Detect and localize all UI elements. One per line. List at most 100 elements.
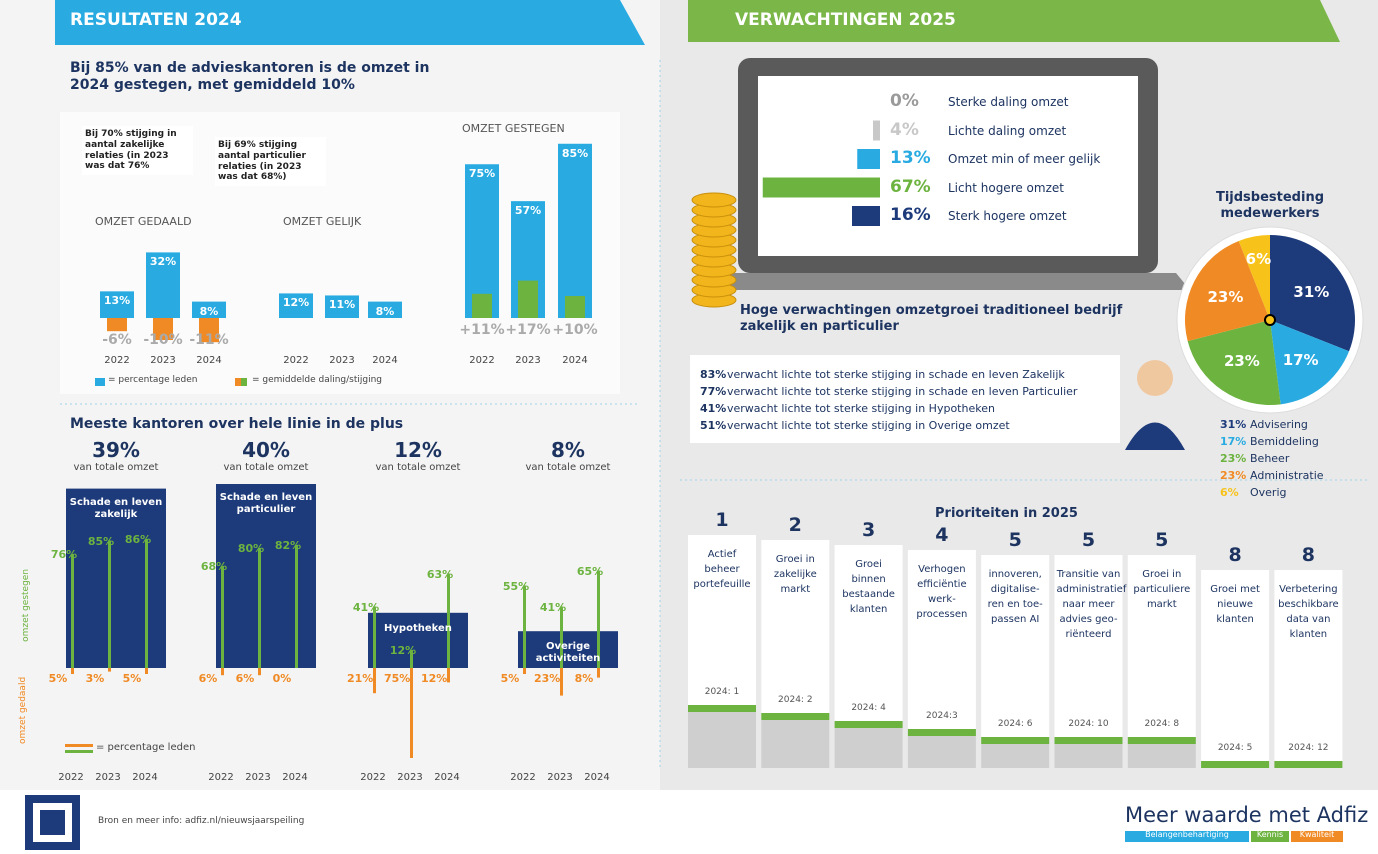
up-label: 65% — [575, 565, 605, 578]
legend-value: 6% — [1220, 486, 1239, 499]
change-label: +17% — [504, 322, 552, 339]
down-label: 23% — [534, 672, 560, 685]
coins — [692, 193, 736, 307]
priority-base — [981, 744, 1049, 768]
priority-prev: 2024: 1 — [688, 687, 756, 698]
priority-step — [688, 705, 756, 712]
down-label: 8% — [571, 672, 597, 685]
section-header: VERWACHTINGEN 2025 — [735, 10, 956, 30]
priority-text: Verhogen efficiëntie werk-processen — [910, 562, 974, 622]
stat-pct: 83% — [700, 368, 726, 381]
legend-name: Administratie — [1250, 469, 1324, 482]
share-text: van totale omzet — [56, 462, 176, 474]
source: Bron en meer info: adfiz.nl/nieuwsjaarsp… — [98, 816, 304, 827]
up-line — [447, 574, 450, 669]
tag: Kwaliteit — [1291, 830, 1343, 840]
legend-swatch — [241, 378, 247, 386]
slice-label: 17% — [1279, 351, 1323, 369]
up-line — [145, 539, 148, 668]
priority-step — [908, 729, 976, 736]
group-name: OMZET GEDAALD — [95, 215, 192, 228]
expectation-bar — [857, 149, 880, 169]
legend-text: = percentage leden — [96, 742, 195, 754]
priority-base — [908, 736, 976, 768]
priority-step — [1201, 761, 1269, 768]
year-label: 2022 — [355, 772, 391, 784]
legend-swatch — [65, 750, 93, 753]
legend-name: Overig — [1250, 486, 1287, 499]
group-name: OMZET GELIJK — [283, 215, 361, 228]
stat-pct: 51% — [700, 419, 726, 432]
down-label: 21% — [347, 672, 373, 685]
stat-text: verwacht lichte tot sterke stijging in s… — [727, 368, 1065, 381]
year-label: 2023 — [542, 772, 578, 784]
priority-rank: 2 — [761, 514, 829, 537]
expectation-label: 67% — [890, 177, 931, 197]
segment-box — [368, 613, 468, 668]
change-label: +10% — [551, 322, 599, 339]
year-label: 2023 — [90, 772, 126, 784]
share: 12% — [368, 438, 468, 462]
up-line — [108, 541, 111, 669]
priority-step — [761, 713, 829, 720]
change-label: +11% — [458, 322, 506, 339]
legend-value: 31% — [1220, 418, 1246, 431]
member-label: 12% — [279, 296, 313, 309]
legend-swatch — [235, 378, 241, 386]
brand: Meer waarde met Adfiz — [1125, 803, 1368, 828]
down-label: 5% — [119, 672, 145, 685]
year-label: 2024 — [365, 355, 405, 367]
expectation-text: Sterk hogere omzet — [948, 209, 1067, 223]
priority-prev: 2024: 4 — [835, 703, 903, 714]
share-text: van totale omzet — [508, 462, 628, 474]
priority-rank: 5 — [1128, 529, 1196, 552]
laptop-base — [706, 273, 1190, 290]
legend-value: 23% — [1220, 452, 1246, 465]
priority-prev: 2024: 5 — [1201, 743, 1269, 754]
priority-rank: 5 — [981, 529, 1049, 552]
year-label: 2024 — [277, 772, 313, 784]
priority-rank: 4 — [908, 524, 976, 547]
slice-label: 23% — [1220, 352, 1264, 370]
up-label: 80% — [236, 542, 266, 555]
up-label: 68% — [199, 560, 229, 573]
share: 8% — [518, 438, 618, 462]
priority-step — [835, 721, 903, 728]
expectation-bar — [852, 206, 880, 226]
legend-name: Beheer — [1250, 452, 1289, 465]
note: Bij 70% stijging in aantal zakelijke rel… — [82, 126, 193, 175]
expectation-text: Sterke daling omzet — [948, 95, 1068, 109]
up-line — [373, 607, 376, 669]
segment-name: Schade en leven particulier — [216, 492, 316, 516]
legend-swatch — [65, 744, 93, 747]
year-label: 2022 — [462, 355, 502, 367]
priority-base — [1055, 744, 1123, 768]
slice-label: 23% — [1203, 288, 1247, 306]
year-label: 2024 — [189, 355, 229, 367]
down-line — [373, 668, 376, 693]
infographic: RESULTATEN 2024VERWACHTINGEN 2025Bij 85%… — [0, 0, 1378, 854]
stat-text: verwacht lichte tot sterke stijging in H… — [727, 402, 995, 415]
share: 40% — [216, 438, 316, 462]
priority-text: Verbetering beschikbare data van klanten — [1276, 582, 1340, 642]
segment-name: Overige activiteiten — [518, 641, 618, 665]
legend-text: = percentage leden — [108, 375, 198, 386]
up-label: 82% — [273, 539, 303, 552]
change-bar — [107, 318, 127, 331]
year-label: 2024 — [429, 772, 465, 784]
member-bar — [558, 144, 592, 318]
up-label: 41% — [351, 601, 381, 614]
stat-text: verwacht lichte tot sterke stijging in s… — [727, 385, 1077, 398]
member-label: 85% — [558, 147, 592, 160]
priority-text: innoveren, digitalise-ren en toe-passen … — [983, 567, 1047, 627]
priority-text: Transitie van administratief naar meer a… — [1057, 567, 1121, 642]
down-label: 3% — [82, 672, 108, 685]
up-line — [295, 545, 298, 668]
up-line — [221, 566, 224, 668]
year-label: 2022 — [505, 772, 541, 784]
share: 39% — [66, 438, 166, 462]
priority-text: Actief beheer portefeuille — [690, 547, 754, 592]
section-title: Tijdsbesteding medewerkers — [1190, 190, 1350, 221]
priority-step — [981, 737, 1049, 744]
legend-swatch — [95, 378, 105, 386]
